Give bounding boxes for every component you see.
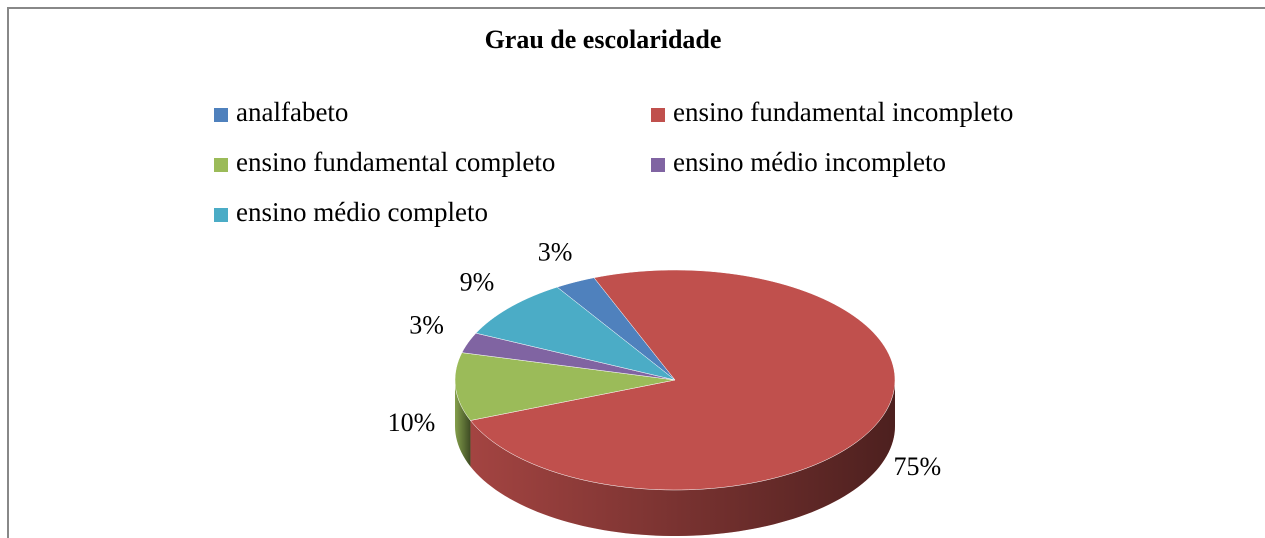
legend-label: ensino fundamental completo (236, 147, 555, 177)
pie-side-shade (455, 380, 471, 467)
pie-slice (469, 269, 896, 491)
data-label: 75% (893, 452, 941, 481)
legend-swatch (214, 208, 228, 222)
pie-side-shade (470, 380, 895, 536)
pie-slice (461, 332, 676, 381)
legend-swatch (214, 108, 228, 122)
legend-label: ensino médio completo (236, 197, 488, 227)
pie-slice (454, 352, 676, 421)
data-label: 9% (460, 268, 495, 297)
legend-label: ensino fundamental incompleto (673, 97, 1013, 127)
legend-swatch (651, 108, 665, 122)
data-label: 3% (538, 237, 573, 266)
data-label: 3% (409, 310, 444, 339)
legend-label: analfabeto (236, 97, 348, 127)
data-label: 10% (388, 408, 436, 437)
legend-swatch (651, 158, 665, 172)
chart-title: Grau de escolaridade (485, 25, 722, 54)
legend-swatch (214, 158, 228, 172)
pie-slice (556, 277, 676, 381)
legend-label: ensino médio incompleto (673, 147, 946, 177)
pie-slice (475, 286, 676, 381)
chart-border (7, 7, 1265, 538)
